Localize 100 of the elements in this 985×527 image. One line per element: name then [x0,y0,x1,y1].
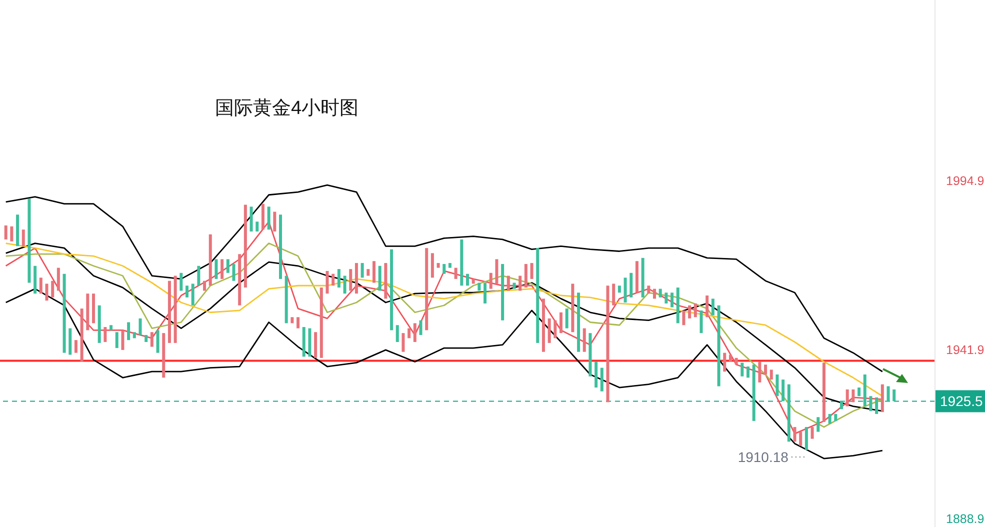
candlestick [279,214,282,279]
candlestick [577,292,580,352]
candlestick [495,259,498,284]
candlestick [448,263,452,268]
y-tick-label: 1994.9 [946,174,984,188]
candlestick [326,270,329,294]
candlestick [478,282,481,291]
candlestick [501,264,504,320]
candlestick [840,401,843,410]
candlestick [419,320,422,335]
annotation: 1910.18 [738,449,789,466]
candlestick [390,249,394,330]
candlestick [22,230,25,246]
candlestick [162,333,166,378]
candlestick [150,332,154,347]
candlestick [413,323,416,342]
candlestick [290,317,294,324]
candlestick [512,282,516,289]
candlestick [635,261,638,293]
candlestick [822,362,826,422]
candlestick [804,427,808,450]
text: 国际黄金4小时图 [215,97,359,121]
candlestick [68,328,72,355]
candlestick [647,286,650,294]
candlestick [308,328,312,357]
candlestick [28,198,31,283]
candlestick [10,226,14,242]
candlestick [506,276,510,291]
candlestick [197,266,200,286]
candlestick [618,286,621,293]
candlestick [62,274,66,353]
candlestick [92,294,95,324]
candlestick [220,259,224,279]
ref-line-label: 1925.5 [940,393,984,410]
candlestick [51,280,54,298]
candlestick [858,388,861,396]
candlestick [238,254,242,306]
candlestick [776,374,779,396]
candlestick [787,384,790,442]
candlestick [372,261,376,283]
candlestick [670,292,674,308]
candlestick [875,397,878,414]
line-series [5,184,884,372]
candlestick [542,298,545,352]
candlestick [378,266,382,291]
candlestick [436,263,440,268]
candlestick [203,280,206,291]
candlestick [454,268,458,279]
candlestick [384,263,388,299]
candlestick [764,364,768,374]
candlestick [144,334,148,342]
candlestick [180,272,183,291]
candlestick [186,286,188,298]
candlestick [706,296,709,318]
candlestick [641,258,644,298]
candlestick [560,312,562,334]
candlestick [191,284,194,306]
candlestick [484,282,487,304]
candlestick [758,362,762,382]
candlestick [366,269,370,276]
candlestick [80,308,84,362]
candlestick [717,305,720,386]
candlestick [425,248,428,330]
candlestick [518,276,522,291]
candlestick [16,214,20,246]
candlestick [828,414,832,424]
candlestick [734,358,738,365]
candlestick [658,288,662,298]
candlestick [752,364,756,421]
candlestick [793,427,796,442]
candlestick [728,354,732,362]
candlestick [565,308,568,328]
candlestick [852,389,855,402]
candlestick [56,268,60,291]
candlestick [612,284,616,306]
candlestick [466,274,469,286]
candlestick [261,204,264,230]
candlestick [74,340,78,353]
candlestick [86,294,90,330]
candlestick [244,204,247,288]
candlestick [886,386,890,402]
candlestick [267,206,270,230]
candlestick [98,305,101,343]
candlestick [869,396,872,412]
candlestick [402,333,405,352]
candlestick [472,278,475,284]
candlestick [582,328,586,352]
candlestick [232,264,236,281]
candlestick [653,288,656,299]
candlestick [132,332,136,338]
candlestick [524,264,528,288]
candlestick [138,318,142,335]
y-tick-label: 1888.9 [946,512,984,526]
candlestick [594,362,598,388]
candlestick [700,310,703,334]
candlestick [127,322,130,340]
candlestick [273,212,276,232]
candlestick [110,325,113,330]
candlestick [460,239,464,286]
candlestick [284,276,288,324]
